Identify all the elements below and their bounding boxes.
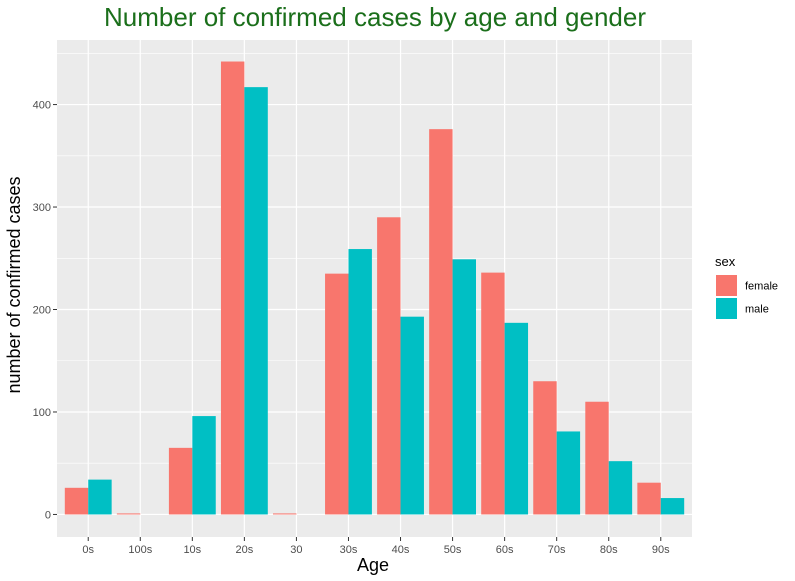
x-axis-title: Age (357, 555, 389, 575)
x-tick-label: 60s (496, 544, 514, 556)
legend-swatch-male (716, 298, 737, 319)
bar-male-90s (660, 498, 685, 515)
y-tick-label: 300 (33, 202, 51, 214)
x-tick-label: 30 (290, 544, 302, 556)
bar-male-80s (608, 461, 633, 515)
bar-male-10s (192, 416, 216, 515)
bar-female-30 (273, 513, 297, 515)
bar-female-30s (325, 273, 349, 515)
y-tick-label: 100 (33, 407, 51, 419)
bar-male-20s (244, 87, 268, 515)
bar-female-70s (533, 381, 557, 515)
legend-label-female: female (745, 281, 778, 293)
bar-female-10s (168, 447, 193, 515)
bar-male-50s (452, 259, 476, 515)
bar-female-0s (64, 487, 89, 515)
bar-female-50s (429, 129, 453, 515)
bar-male-60s (504, 322, 529, 515)
x-tick-label: 50s (444, 544, 462, 556)
chart-title: Number of confirmed cases by age and gen… (104, 2, 646, 32)
y-tick-label: 400 (33, 100, 51, 112)
legend-label-male: male (745, 304, 769, 316)
x-tick-label: 0s (82, 544, 94, 556)
bar-female-20s (220, 61, 245, 515)
axes: 0 100 200 300 400 0s 100s 10s 20s 30 30s 40s 50s 60s 7… (33, 100, 670, 556)
x-tick-label: 40s (392, 544, 410, 556)
legend-title: sex (715, 254, 736, 269)
x-tick-label: 100s (128, 544, 152, 556)
y-tick-label: 200 (33, 305, 51, 317)
x-tick-label: 90s (652, 544, 670, 556)
x-tick-label: 80s (600, 544, 618, 556)
bar-female-40s (377, 217, 401, 515)
bar-male-70s (556, 431, 581, 515)
x-tick-label: 30s (340, 544, 358, 556)
x-tick-label: 20s (236, 544, 254, 556)
bar-female-80s (585, 401, 609, 515)
y-tick-label: 0 (45, 509, 51, 521)
bar-male-40s (400, 316, 424, 515)
bar-female-100s (116, 513, 141, 515)
x-tick-label: 70s (548, 544, 566, 556)
bar-male-30s (348, 249, 372, 515)
bar-female-90s (637, 482, 661, 515)
legend: sex female male (715, 254, 778, 319)
x-tick-label: 10s (183, 544, 201, 556)
bar-male-0s (88, 479, 112, 515)
legend-swatch-female (716, 275, 737, 296)
y-axis-title: number of confirmed cases (4, 176, 24, 393)
bars (64, 61, 685, 515)
bar-female-60s (481, 272, 505, 515)
